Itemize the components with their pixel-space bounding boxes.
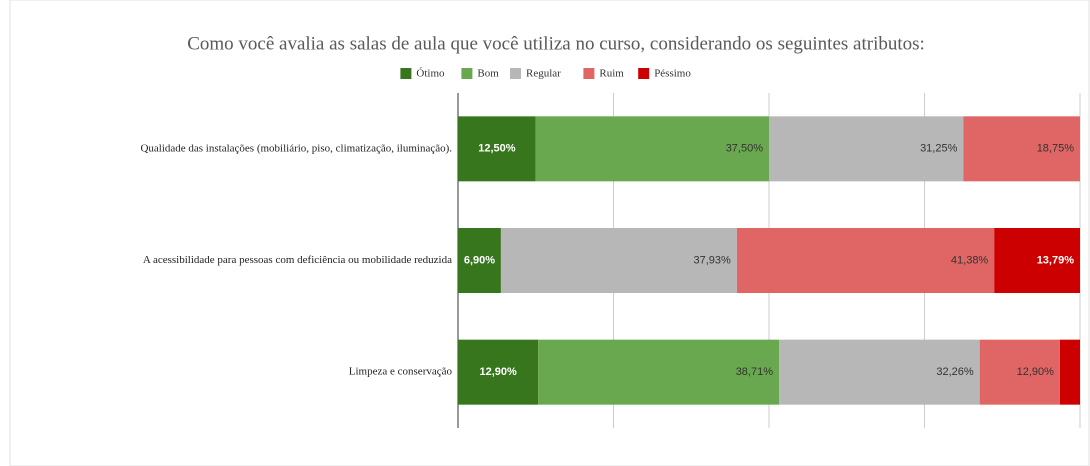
bar-segment — [458, 116, 536, 182]
y-tick-label: Qualidade das instalações (mobiliário, p… — [140, 142, 452, 154]
data-label: 6,90% — [464, 254, 495, 266]
legend-label: Regular — [526, 68, 561, 80]
bar-segment — [458, 339, 539, 405]
legend-swatch — [510, 68, 521, 79]
data-label: 12,90% — [479, 366, 517, 378]
bar-segment — [779, 339, 980, 405]
legend-swatch — [400, 68, 412, 79]
bar-segment — [769, 116, 964, 182]
legend: Ótimo Bom Regular Ruim Péssimo — [400, 68, 691, 80]
data-label: 38,71% — [736, 366, 774, 378]
bar-segment — [535, 116, 769, 182]
bar-segment — [979, 339, 1060, 405]
legend-label: Péssimo — [654, 68, 691, 80]
legend-swatch — [638, 68, 650, 79]
data-label: 12,50% — [478, 143, 516, 155]
bar-segment — [1059, 339, 1080, 405]
legend-label: Ruim — [599, 68, 624, 80]
bar-segment — [538, 339, 780, 405]
legend-label: Ótimo — [416, 68, 445, 80]
data-label: 13,79% — [1037, 254, 1075, 266]
data-label: 41,38% — [951, 254, 989, 266]
y-tick-label: Limpeza e conservação — [349, 366, 453, 378]
bar-segment — [736, 228, 995, 293]
data-label: 18,75% — [1037, 143, 1075, 155]
data-label: 31,25% — [920, 143, 958, 155]
data-label: 32,26% — [936, 366, 974, 378]
bar-segment — [994, 228, 1080, 293]
legend-swatch — [461, 68, 473, 79]
bar-segment — [458, 228, 501, 293]
legend-swatch — [583, 68, 595, 79]
data-label: 37,50% — [726, 143, 764, 155]
data-label: 12,90% — [1017, 366, 1055, 378]
data-label: 37,93% — [694, 254, 732, 266]
chart-title: Como você avalia as salas de aula que vo… — [187, 33, 925, 54]
legend-label: Bom — [477, 68, 499, 80]
bar-segment — [963, 116, 1080, 182]
y-tick-label: A acessibilidade para pessoas com defici… — [143, 254, 452, 266]
bar-segment — [500, 228, 737, 293]
